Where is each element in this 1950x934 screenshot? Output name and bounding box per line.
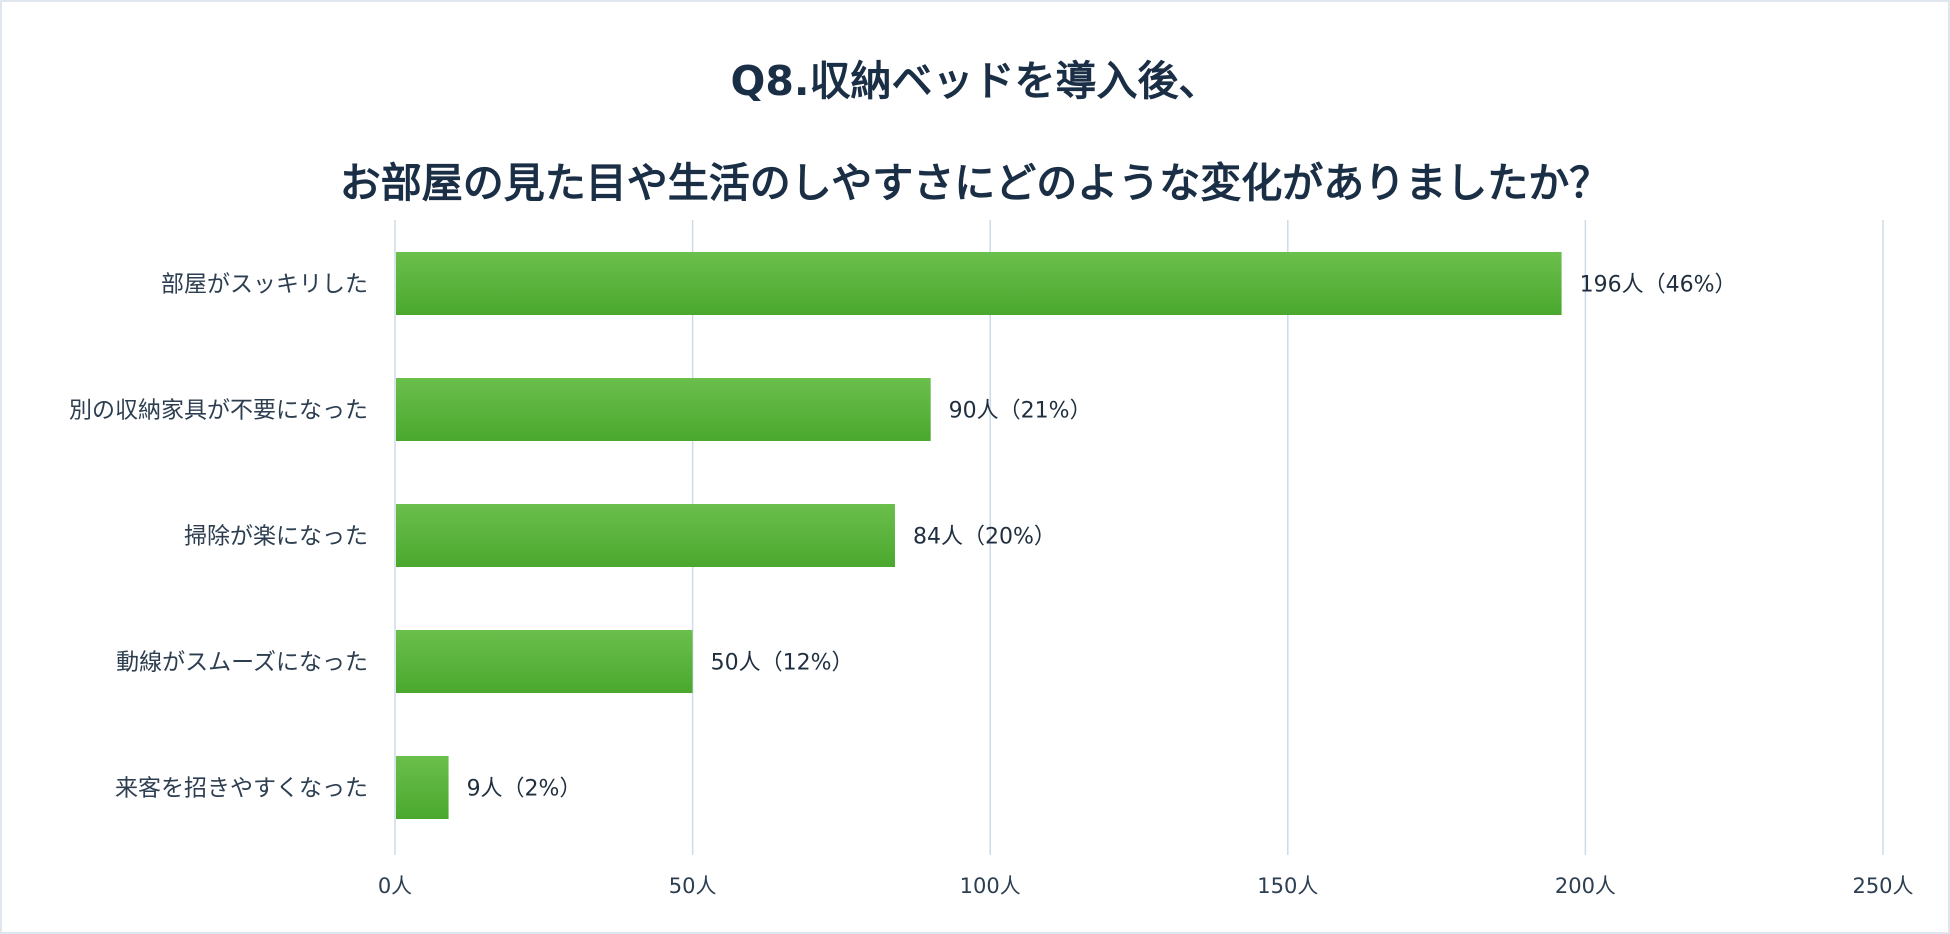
x-tick-label-150: 150人 bbox=[1257, 874, 1318, 898]
bar-4 bbox=[396, 756, 449, 819]
data-label-3: 50人（12%） bbox=[711, 651, 854, 676]
bars bbox=[396, 252, 1562, 819]
data-label-0: 196人（46%） bbox=[1580, 273, 1737, 298]
chart-title: Q8.収納ベッドを導入後、 お部屋の見た目や生活のしやすさにどのような変化があり… bbox=[0, 30, 1950, 234]
x-tick-label-250: 250人 bbox=[1852, 874, 1913, 898]
category-label-0: 部屋がスッキリした bbox=[161, 272, 368, 298]
category-label-2: 掃除が楽になった bbox=[184, 524, 368, 550]
bar-3 bbox=[396, 630, 693, 693]
category-label-4: 来客を招きやすくなった bbox=[115, 776, 368, 802]
bar-2 bbox=[396, 504, 895, 567]
x-tick-label-200: 200人 bbox=[1555, 874, 1616, 898]
data-label-1: 90人（21%） bbox=[949, 399, 1092, 424]
x-tick-label-0: 0人 bbox=[378, 874, 412, 898]
category-label-3: 動線がスムーズになった bbox=[116, 650, 368, 676]
data-label-4: 9人（2%） bbox=[467, 777, 582, 802]
chart-title-line-1: Q8.収納ベッドを導入後、 bbox=[730, 57, 1220, 105]
chart-title-line-2: お部屋の見た目や生活のしやすさにどのような変化がありましたか？ bbox=[339, 159, 1611, 207]
x-tick-label-100: 100人 bbox=[960, 874, 1021, 898]
x-tick-label-50: 50人 bbox=[669, 874, 717, 898]
bar-1 bbox=[396, 378, 931, 441]
bar-0 bbox=[396, 252, 1562, 315]
data-label-2: 84人（20%） bbox=[913, 525, 1056, 550]
labels: 0人 50人 100人 150人 200人 250人 部屋がスッキリした 196人（46%） 別… bbox=[69, 272, 1914, 899]
category-label-1: 別の収納家具が不要になった bbox=[69, 398, 368, 424]
